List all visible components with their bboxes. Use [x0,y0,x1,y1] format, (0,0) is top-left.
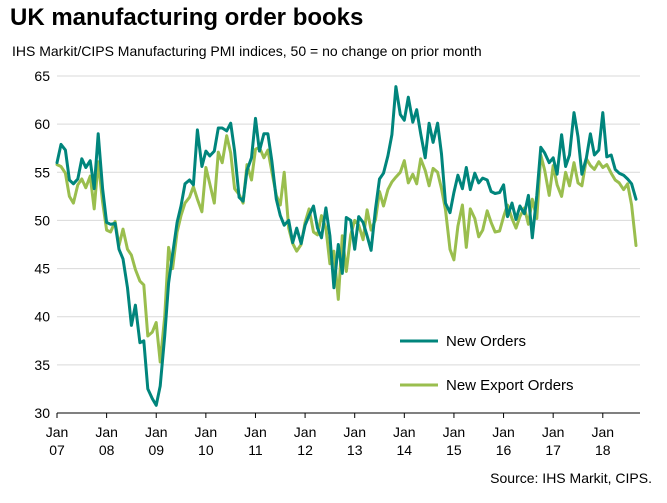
x-tick-label-month: Jan [46,424,69,440]
x-tick-label-year: 18 [595,442,611,458]
x-tick-label-month: Jan [195,424,218,440]
y-tick-label: 35 [34,357,50,373]
x-tick-label-month: Jan [343,424,366,440]
x-tick-label-month: Jan [145,424,168,440]
x-tick-label-month: Jan [95,424,118,440]
y-tick-label: 30 [34,405,50,421]
y-tick-label: 50 [34,212,50,228]
series-line-new-export-orders [55,134,638,364]
source-note: Source: IHS Markit, CIPS. [490,470,652,486]
x-tick-label-year: 17 [545,442,561,458]
x-tick-label-year: 14 [397,442,413,458]
x-tick-label-year: 10 [198,442,214,458]
x-tick-label-month: Jan [244,424,267,440]
series-line-new-orders [55,85,638,407]
x-tick-label-year: 16 [496,442,512,458]
x-tick-label-year: 09 [148,442,164,458]
x-tick-label-year: 12 [297,442,313,458]
x-tick-label-month: Jan [492,424,515,440]
chart-title: UK manufacturing order books [10,4,364,31]
x-tick-label-year: 15 [446,442,462,458]
y-tick-label: 65 [34,68,50,84]
x-tick-label-month: Jan [443,424,466,440]
legend-label-new-export-orders: New Export Orders [446,377,574,394]
x-tick-label-month: Jan [393,424,416,440]
x-tick-label-month: Jan [591,424,614,440]
y-tick-label: 55 [34,164,50,180]
y-tick-label: 60 [34,116,50,132]
x-tick-label-year: 13 [347,442,363,458]
chart-subtitle: IHS Markit/CIPS Manufacturing PMI indice… [12,43,482,59]
x-tick-label-month: Jan [294,424,317,440]
x-tick-label-year: 08 [99,442,115,458]
y-tick-label: 45 [34,261,50,277]
y-tick-label: 40 [34,309,50,325]
x-tick-label-year: 11 [248,442,263,458]
x-tick-label-month: Jan [542,424,565,440]
legend-label-new-orders: New Orders [446,333,526,350]
x-tick-label-year: 07 [49,442,65,458]
